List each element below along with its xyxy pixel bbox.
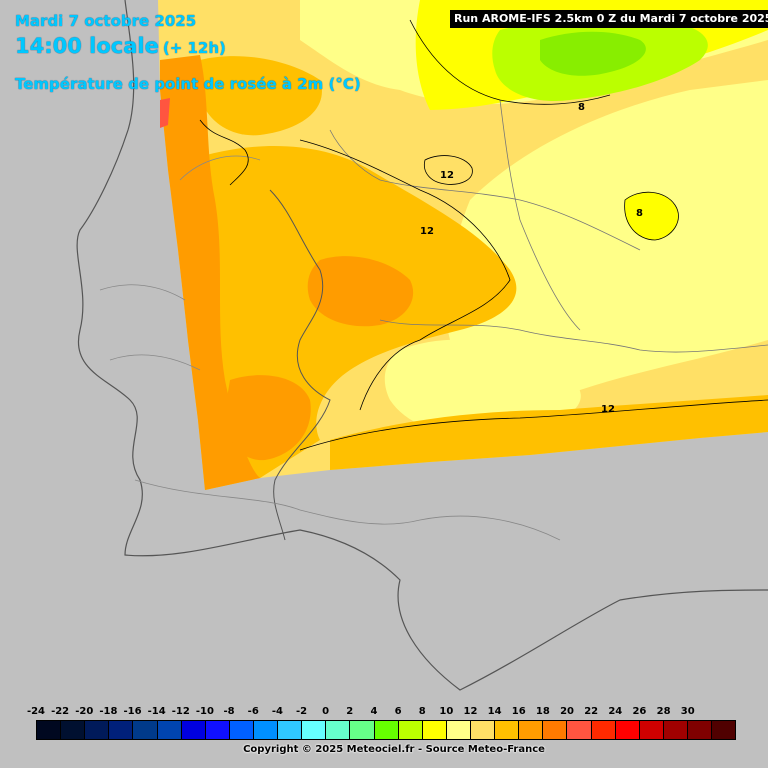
copyright: Copyright © 2025 Meteociel.fr - Source M… <box>243 744 545 755</box>
legend-swatch <box>687 721 713 739</box>
legend-swatch <box>302 721 327 739</box>
legend-label: 28 <box>656 706 671 717</box>
legend-label: 30 <box>680 706 695 717</box>
legend-labels: -24 -22 -20 -18 -16 -14 -12 -10 -8 -6 -4 -2 0 2 4 6 8 10 1… <box>22 706 762 718</box>
legend-label: -16 <box>123 706 142 717</box>
forecast-lead: (+ 12h) <box>162 39 226 57</box>
parameter-title: Température de point de rosée à 2m (°C) <box>15 75 361 93</box>
contour-label: 12 <box>440 170 454 181</box>
legend-swatch <box>591 721 616 739</box>
contour-label: 12 <box>601 404 615 415</box>
legend-label: -14 <box>147 706 166 717</box>
legend-label: 20 <box>560 706 574 717</box>
legend-swatch <box>639 721 664 739</box>
legend-label: 24 <box>608 706 623 717</box>
contour-8-north <box>409 19 611 105</box>
contour-12-blob <box>423 155 473 185</box>
legend-swatch <box>133 721 158 739</box>
contour-label: 12 <box>420 226 434 237</box>
field-darkorange-coast <box>160 55 260 490</box>
contour-label: 8 <box>636 208 643 219</box>
legend-label: 10 <box>439 706 454 717</box>
border-region-1 <box>329 129 641 251</box>
legend-swatch <box>543 721 568 739</box>
legend-label: -18 <box>99 706 118 717</box>
contour-8-blob <box>624 191 679 241</box>
legend-label: 16 <box>511 706 526 717</box>
legend-label: 26 <box>632 706 647 717</box>
run-info: Run AROME-IFS 2.5km 0 Z du Mardi 7 octob… <box>450 10 768 28</box>
field-light-east <box>446 80 768 393</box>
legend-swatch <box>109 721 134 739</box>
field-yellow-blob <box>624 192 679 240</box>
legend-swatch <box>205 721 230 739</box>
legend-swatch <box>712 721 736 739</box>
legend-swatch <box>374 721 399 739</box>
legend-swatch <box>446 721 471 739</box>
legend-label: -8 <box>223 706 235 717</box>
field-orange-south <box>330 395 768 470</box>
legend-label: 12 <box>463 706 478 717</box>
legend-label: 22 <box>584 706 599 717</box>
legend-swatch <box>398 721 423 739</box>
legend-swatch <box>181 721 206 739</box>
forecast-time: 14:00 locale (+ 12h) <box>15 34 226 58</box>
legend-swatch <box>470 721 496 739</box>
legend-swatch <box>495 721 520 739</box>
legend-swatch <box>278 721 303 739</box>
legend-swatch <box>567 721 592 739</box>
border-portugal-spain <box>269 189 331 541</box>
forecast-date: Mardi 7 octobre 2025 <box>15 12 197 30</box>
legend-color-bar <box>36 720 736 740</box>
legend-label: -24 <box>26 706 46 717</box>
legend-label: 14 <box>487 706 502 717</box>
legend-swatch <box>157 721 182 739</box>
legend-label: -10 <box>195 706 214 717</box>
border-region-5 <box>99 155 261 371</box>
legend-label: 2 <box>346 706 354 717</box>
legend-swatch <box>663 721 688 739</box>
legend-label: -12 <box>171 706 190 717</box>
legend-label: 8 <box>418 706 426 717</box>
legend-swatch <box>253 721 279 739</box>
legend-swatch <box>37 721 62 739</box>
legend-label: 0 <box>322 706 330 717</box>
legend-swatch <box>615 721 640 739</box>
field-green-core <box>540 31 646 76</box>
border-region-4 <box>134 479 561 541</box>
border-region-3 <box>499 99 581 331</box>
legend-swatch <box>229 721 254 739</box>
field-darkorange-sw <box>225 375 311 461</box>
legend-label: -2 <box>295 706 308 717</box>
legend-label: -20 <box>75 706 94 717</box>
legend-label: -4 <box>271 706 283 717</box>
field-orange-north <box>200 56 322 136</box>
field-darkorange-inland <box>307 256 414 327</box>
legend-swatch <box>519 721 544 739</box>
legend-label: 18 <box>535 706 550 717</box>
legend-swatch <box>422 721 447 739</box>
contour-12-south <box>299 399 768 451</box>
legend-label: -22 <box>51 706 70 717</box>
legend-label: -6 <box>247 706 259 717</box>
legend-swatch <box>85 721 110 739</box>
legend-label: 6 <box>394 706 402 717</box>
field-red-spot <box>160 98 170 128</box>
contour-12-center <box>299 139 511 411</box>
contour-coast <box>199 119 249 186</box>
legend-swatch <box>61 721 86 739</box>
legend-swatch <box>350 721 375 739</box>
legend-label: 4 <box>370 706 378 717</box>
legend-swatch <box>326 721 351 739</box>
contour-label: 8 <box>578 102 585 113</box>
forecast-time-value: 14:00 locale <box>15 34 159 58</box>
coastline <box>76 0 768 691</box>
